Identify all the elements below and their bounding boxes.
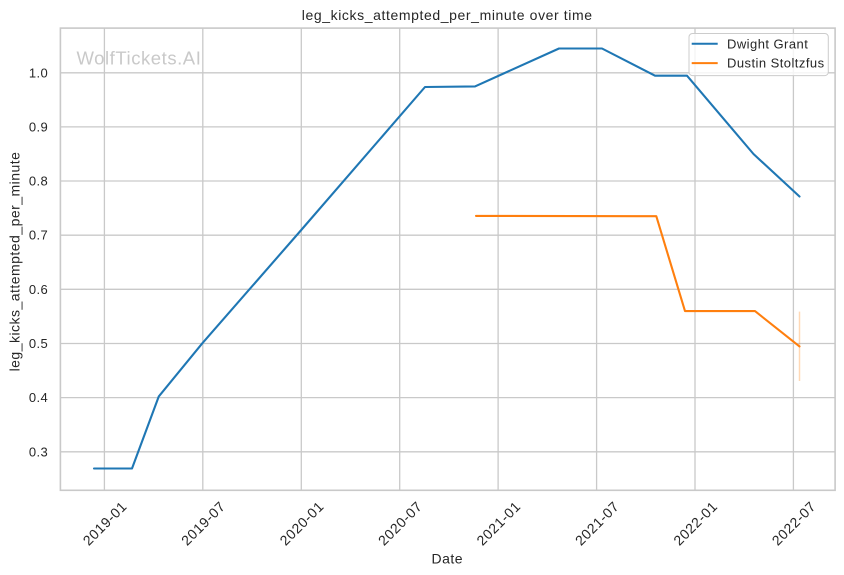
svg-text:0.6: 0.6 xyxy=(29,282,48,297)
svg-text:0.4: 0.4 xyxy=(29,390,48,405)
svg-text:Date: Date xyxy=(432,551,464,567)
svg-text:2022-07: 2022-07 xyxy=(769,498,819,548)
svg-text:2022-01: 2022-01 xyxy=(670,498,720,548)
svg-text:Dustin Stoltzfus: Dustin Stoltzfus xyxy=(727,56,825,71)
svg-text:1.0: 1.0 xyxy=(29,65,48,80)
svg-text:Dwight Grant: Dwight Grant xyxy=(727,36,808,51)
svg-text:2020-01: 2020-01 xyxy=(276,498,326,548)
svg-text:2021-07: 2021-07 xyxy=(572,498,622,548)
svg-text:leg_kicks_attempted_per_minute: leg_kicks_attempted_per_minute over time xyxy=(302,7,593,23)
svg-text:2019-07: 2019-07 xyxy=(178,498,228,548)
svg-text:0.7: 0.7 xyxy=(29,228,48,243)
svg-text:0.9: 0.9 xyxy=(29,119,48,134)
svg-text:0.3: 0.3 xyxy=(29,444,48,459)
svg-text:2019-01: 2019-01 xyxy=(80,498,130,548)
svg-text:WolfTickets.AI: WolfTickets.AI xyxy=(77,47,202,68)
svg-text:0.8: 0.8 xyxy=(29,174,48,189)
svg-text:0.5: 0.5 xyxy=(29,336,48,351)
svg-text:2021-01: 2021-01 xyxy=(473,498,523,548)
svg-text:2020-07: 2020-07 xyxy=(375,498,425,548)
svg-text:leg_kicks_attempted_per_minute: leg_kicks_attempted_per_minute xyxy=(7,152,23,372)
